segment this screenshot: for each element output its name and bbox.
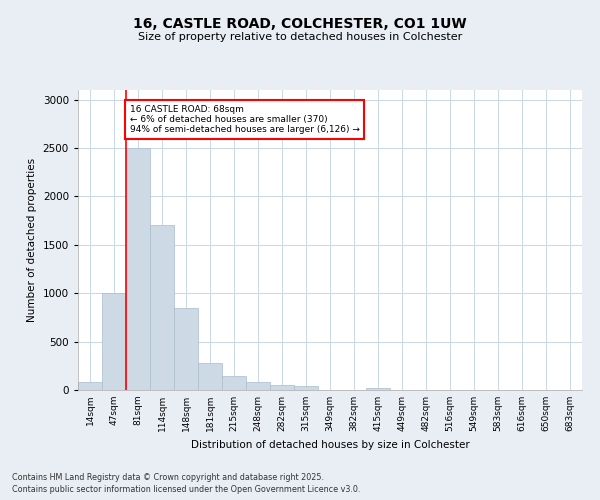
Text: Contains public sector information licensed under the Open Government Licence v3: Contains public sector information licen… xyxy=(12,485,361,494)
Bar xyxy=(294,386,318,390)
Bar xyxy=(126,148,150,390)
Bar xyxy=(270,385,294,390)
X-axis label: Distribution of detached houses by size in Colchester: Distribution of detached houses by size … xyxy=(191,440,469,450)
Bar xyxy=(198,363,222,390)
Y-axis label: Number of detached properties: Number of detached properties xyxy=(27,158,37,322)
Bar xyxy=(174,308,198,390)
Bar xyxy=(78,382,102,390)
Bar xyxy=(222,376,246,390)
Bar xyxy=(246,382,270,390)
Text: Contains HM Land Registry data © Crown copyright and database right 2025.: Contains HM Land Registry data © Crown c… xyxy=(12,472,324,482)
Bar xyxy=(150,226,174,390)
Text: Size of property relative to detached houses in Colchester: Size of property relative to detached ho… xyxy=(138,32,462,42)
Bar xyxy=(102,293,126,390)
Bar xyxy=(366,388,390,390)
Text: 16 CASTLE ROAD: 68sqm
← 6% of detached houses are smaller (370)
94% of semi-deta: 16 CASTLE ROAD: 68sqm ← 6% of detached h… xyxy=(130,104,359,134)
Text: 16, CASTLE ROAD, COLCHESTER, CO1 1UW: 16, CASTLE ROAD, COLCHESTER, CO1 1UW xyxy=(133,18,467,32)
